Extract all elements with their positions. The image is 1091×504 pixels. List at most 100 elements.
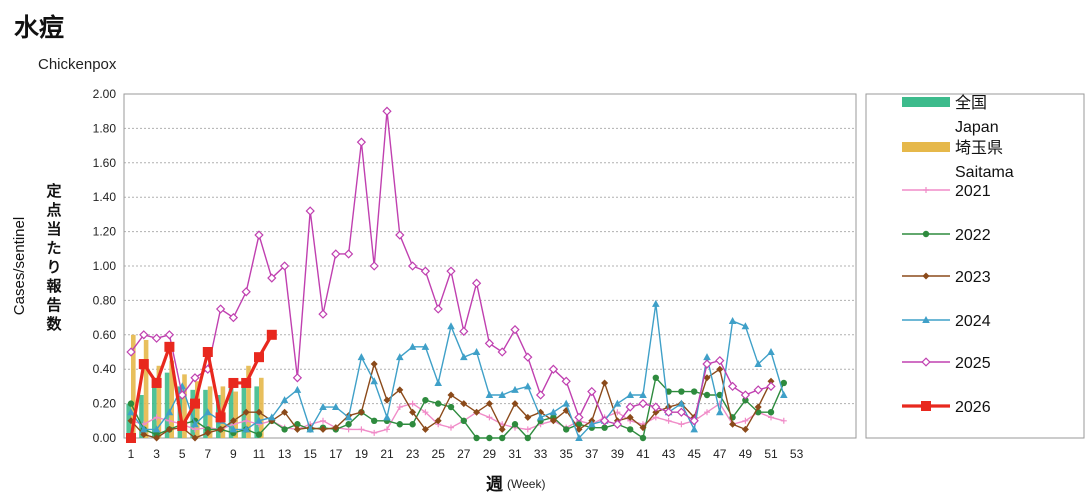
- data-point: [549, 417, 557, 425]
- x-tick-label: 23: [406, 447, 420, 461]
- data-point: [524, 382, 532, 390]
- data-point: [727, 381, 738, 392]
- data-point: [625, 402, 635, 412]
- bar-saitama: [195, 381, 200, 438]
- data-point: [434, 417, 442, 425]
- data-point: [767, 348, 775, 355]
- x-tick-label: 39: [611, 447, 625, 461]
- x-tick-label: 9: [230, 447, 237, 461]
- data-point: [678, 388, 685, 395]
- data-point: [407, 261, 418, 271]
- legend-label-2022: 2022: [955, 227, 991, 244]
- data-point: [601, 424, 608, 431]
- data-point: [421, 342, 430, 350]
- data-point: [677, 399, 686, 407]
- data-point: [371, 417, 378, 424]
- data-point: [473, 408, 481, 416]
- data-point: [192, 426, 198, 433]
- legend-swatch-japan: [902, 97, 950, 107]
- y-tick-label: 1.60: [93, 156, 117, 170]
- bar-japan: [164, 372, 170, 438]
- y-tick-labels: 0.00 0.20 0.40 0.60 0.80 1.00 1.20 1.40 1.60 1.80…: [93, 87, 117, 445]
- data-point: [332, 403, 340, 411]
- data-point: [281, 426, 288, 433]
- data-point: [294, 421, 301, 428]
- y-tick-label: 0.80: [93, 293, 117, 307]
- data-point: [587, 386, 597, 397]
- data-point: [126, 347, 136, 357]
- data-point: [548, 364, 559, 374]
- bar-saitama: [143, 339, 149, 438]
- data-point: [357, 408, 365, 416]
- series-2022: [127, 374, 787, 442]
- data-point: [318, 309, 328, 319]
- data-point: [127, 400, 135, 407]
- bar-saitama: [207, 386, 213, 438]
- data-point: [562, 399, 570, 407]
- y-axis-label-jp-char: 報: [46, 277, 62, 295]
- data-point: [344, 413, 353, 421]
- bar-japan: [228, 386, 234, 438]
- data-point: [485, 391, 494, 398]
- bar-japan: [190, 389, 195, 438]
- data-point: [408, 342, 417, 350]
- data-point: [153, 434, 161, 442]
- data-point: [741, 322, 750, 330]
- data-point: [140, 425, 148, 433]
- y-axis-label-jp-char: 点: [46, 201, 61, 219]
- data-point: [255, 416, 263, 424]
- data-point: [254, 352, 264, 363]
- data-point: [499, 434, 506, 442]
- y-tick-label: 1.40: [93, 190, 117, 204]
- data-point: [639, 434, 647, 442]
- data-point: [356, 137, 367, 147]
- series-2026: [126, 329, 277, 443]
- data-point: [409, 400, 416, 407]
- data-point: [382, 106, 392, 116]
- y-tick-label: 0.40: [93, 362, 117, 376]
- legend-label-2025: 2025: [955, 355, 991, 372]
- y-axis-label-jp-char: 告: [46, 296, 61, 314]
- data-point: [320, 417, 326, 424]
- data-point: [280, 396, 289, 404]
- data-point: [266, 329, 277, 340]
- data-point: [703, 353, 711, 361]
- legend-label-saitama-en: Saitama: [955, 164, 1014, 181]
- data-point: [242, 408, 250, 416]
- data-point: [279, 261, 290, 271]
- data-point: [204, 429, 212, 437]
- data-point: [460, 353, 468, 361]
- series-line: [130, 303, 785, 440]
- data-point: [729, 420, 737, 428]
- data-point: [446, 266, 456, 276]
- data-point: [396, 353, 404, 361]
- legend-label-japan-en: Japan: [955, 119, 999, 136]
- data-point: [663, 407, 674, 417]
- data-point: [715, 355, 725, 366]
- x-tick-labels: 1 3 5 7 9 11 13 15 17 19 21 23 25 27 29 31 33 35 37 39 41 43 4…: [128, 447, 804, 461]
- bar-saitama: [246, 365, 251, 438]
- data-point: [370, 360, 378, 368]
- data-point: [190, 398, 200, 409]
- data-point: [190, 373, 200, 383]
- y-tick-label: 0.60: [93, 328, 117, 342]
- x-tick-label: 49: [739, 447, 753, 461]
- data-point: [703, 391, 711, 399]
- data-point: [151, 333, 162, 343]
- data-point: [511, 421, 519, 428]
- data-point: [498, 425, 506, 433]
- data-point: [191, 434, 199, 442]
- data-point: [754, 360, 762, 368]
- data-point: [421, 425, 429, 433]
- data-point: [447, 322, 455, 330]
- data-point: [448, 424, 454, 431]
- data-point: [922, 272, 930, 280]
- bar-japan: [139, 395, 144, 438]
- data-point: [716, 408, 724, 416]
- data-point: [215, 412, 226, 423]
- data-point: [165, 425, 173, 433]
- data-point: [358, 426, 365, 433]
- data-point: [422, 396, 429, 404]
- data-point: [396, 421, 403, 428]
- data-point: [409, 408, 417, 416]
